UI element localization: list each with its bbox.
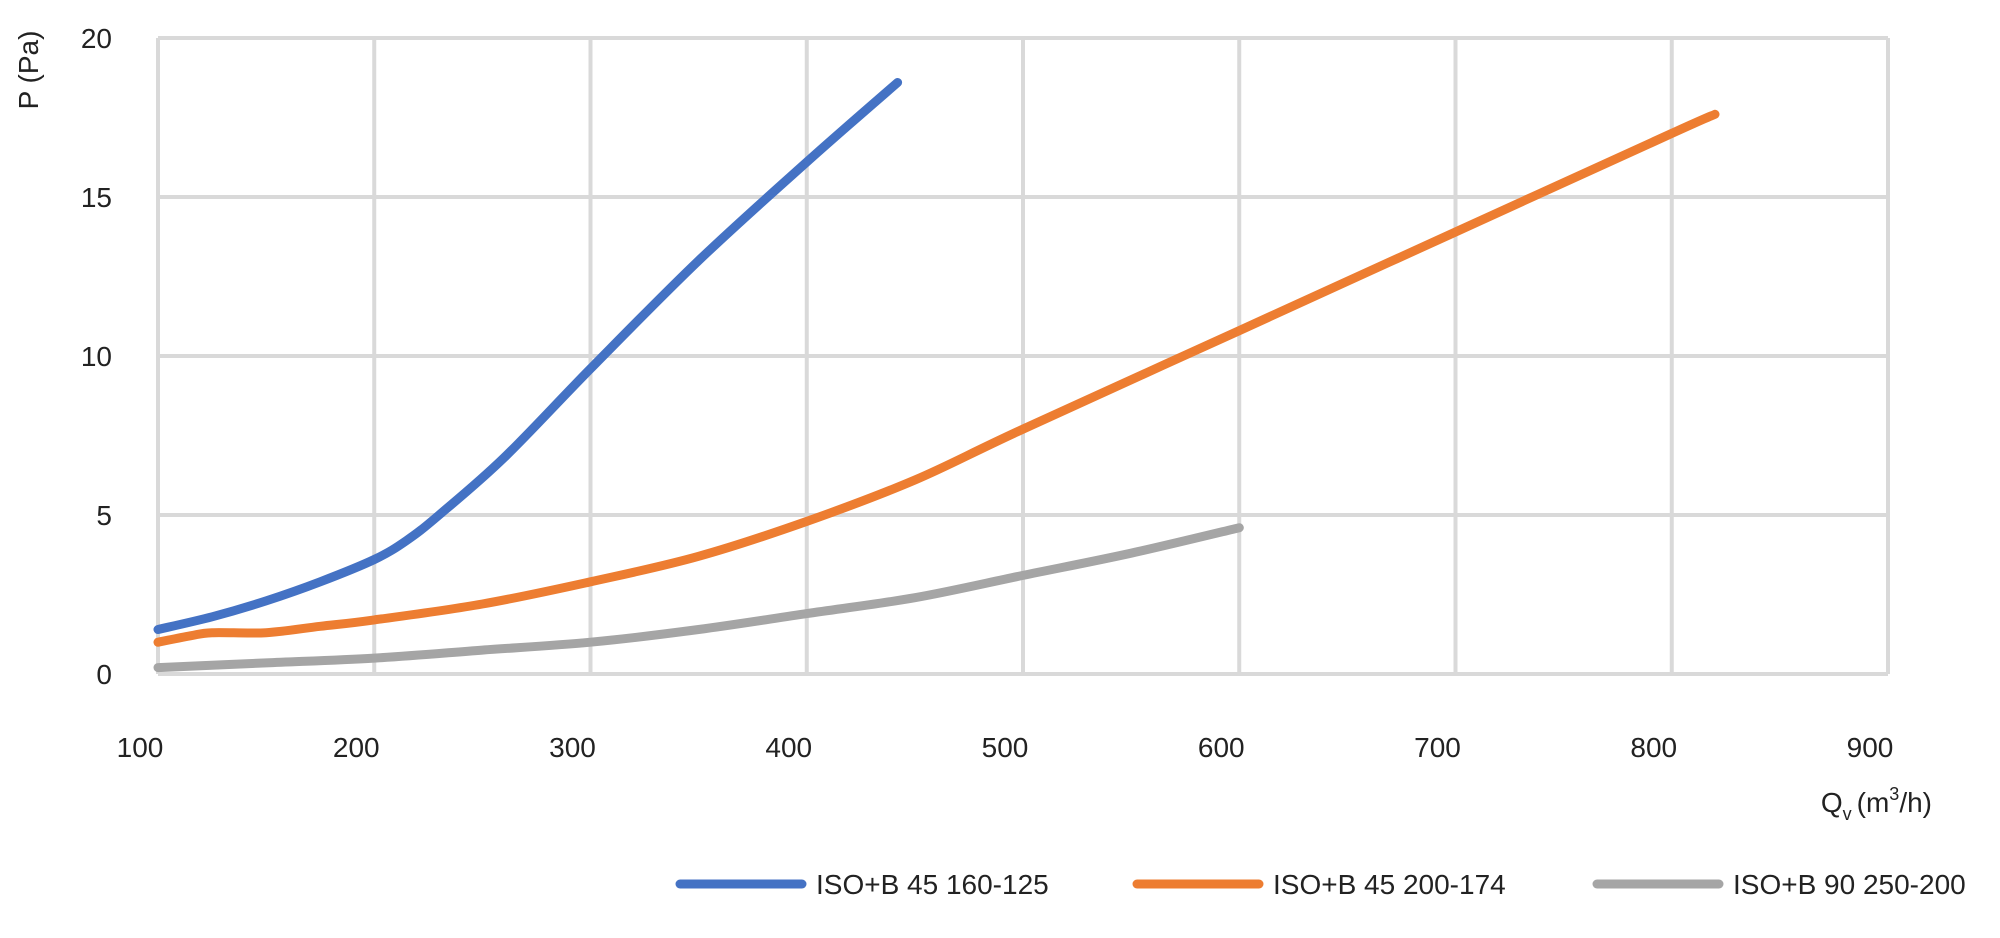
x-tick-label: 700 <box>1414 732 1461 763</box>
x-axis-ticks: 100 200 300 400 500 600 700 800 900 <box>117 732 1894 763</box>
y-tick-label: 10 <box>81 341 112 372</box>
grid <box>156 36 1890 676</box>
x-tick-label: 900 <box>1847 732 1894 763</box>
y-axis-ticks: 0 5 10 15 20 <box>81 23 112 690</box>
y-tick-label: 0 <box>96 659 112 690</box>
y-axis-title: P (Pa) <box>13 31 44 110</box>
legend-label-3: ISO+B 90 250-200 <box>1733 869 1966 900</box>
y-tick-label: 5 <box>96 500 112 531</box>
series-layer <box>153 78 1720 673</box>
legend-label-1: ISO+B 45 160-125 <box>816 869 1049 900</box>
y-tick-label: 15 <box>81 182 112 213</box>
x-tick-label: 300 <box>549 732 596 763</box>
x-tick-label: 600 <box>1198 732 1245 763</box>
x-tick-label: 100 <box>117 732 164 763</box>
series-line-2 <box>153 109 1720 647</box>
series-line-3 <box>153 523 1244 673</box>
x-tick-label: 400 <box>765 732 812 763</box>
legend-label-2: ISO+B 45 200-174 <box>1273 869 1506 900</box>
legend: ISO+B 45 160-125 ISO+B 45 200-174 ISO+B 90… <box>675 869 1966 900</box>
x-tick-label: 800 <box>1630 732 1677 763</box>
x-axis-title: Qv (m3/h) <box>1821 784 1932 824</box>
series-line-1 <box>153 78 903 634</box>
x-tick-label: 200 <box>333 732 380 763</box>
y-tick-label: 20 <box>81 23 112 54</box>
x-tick-label: 500 <box>982 732 1029 763</box>
